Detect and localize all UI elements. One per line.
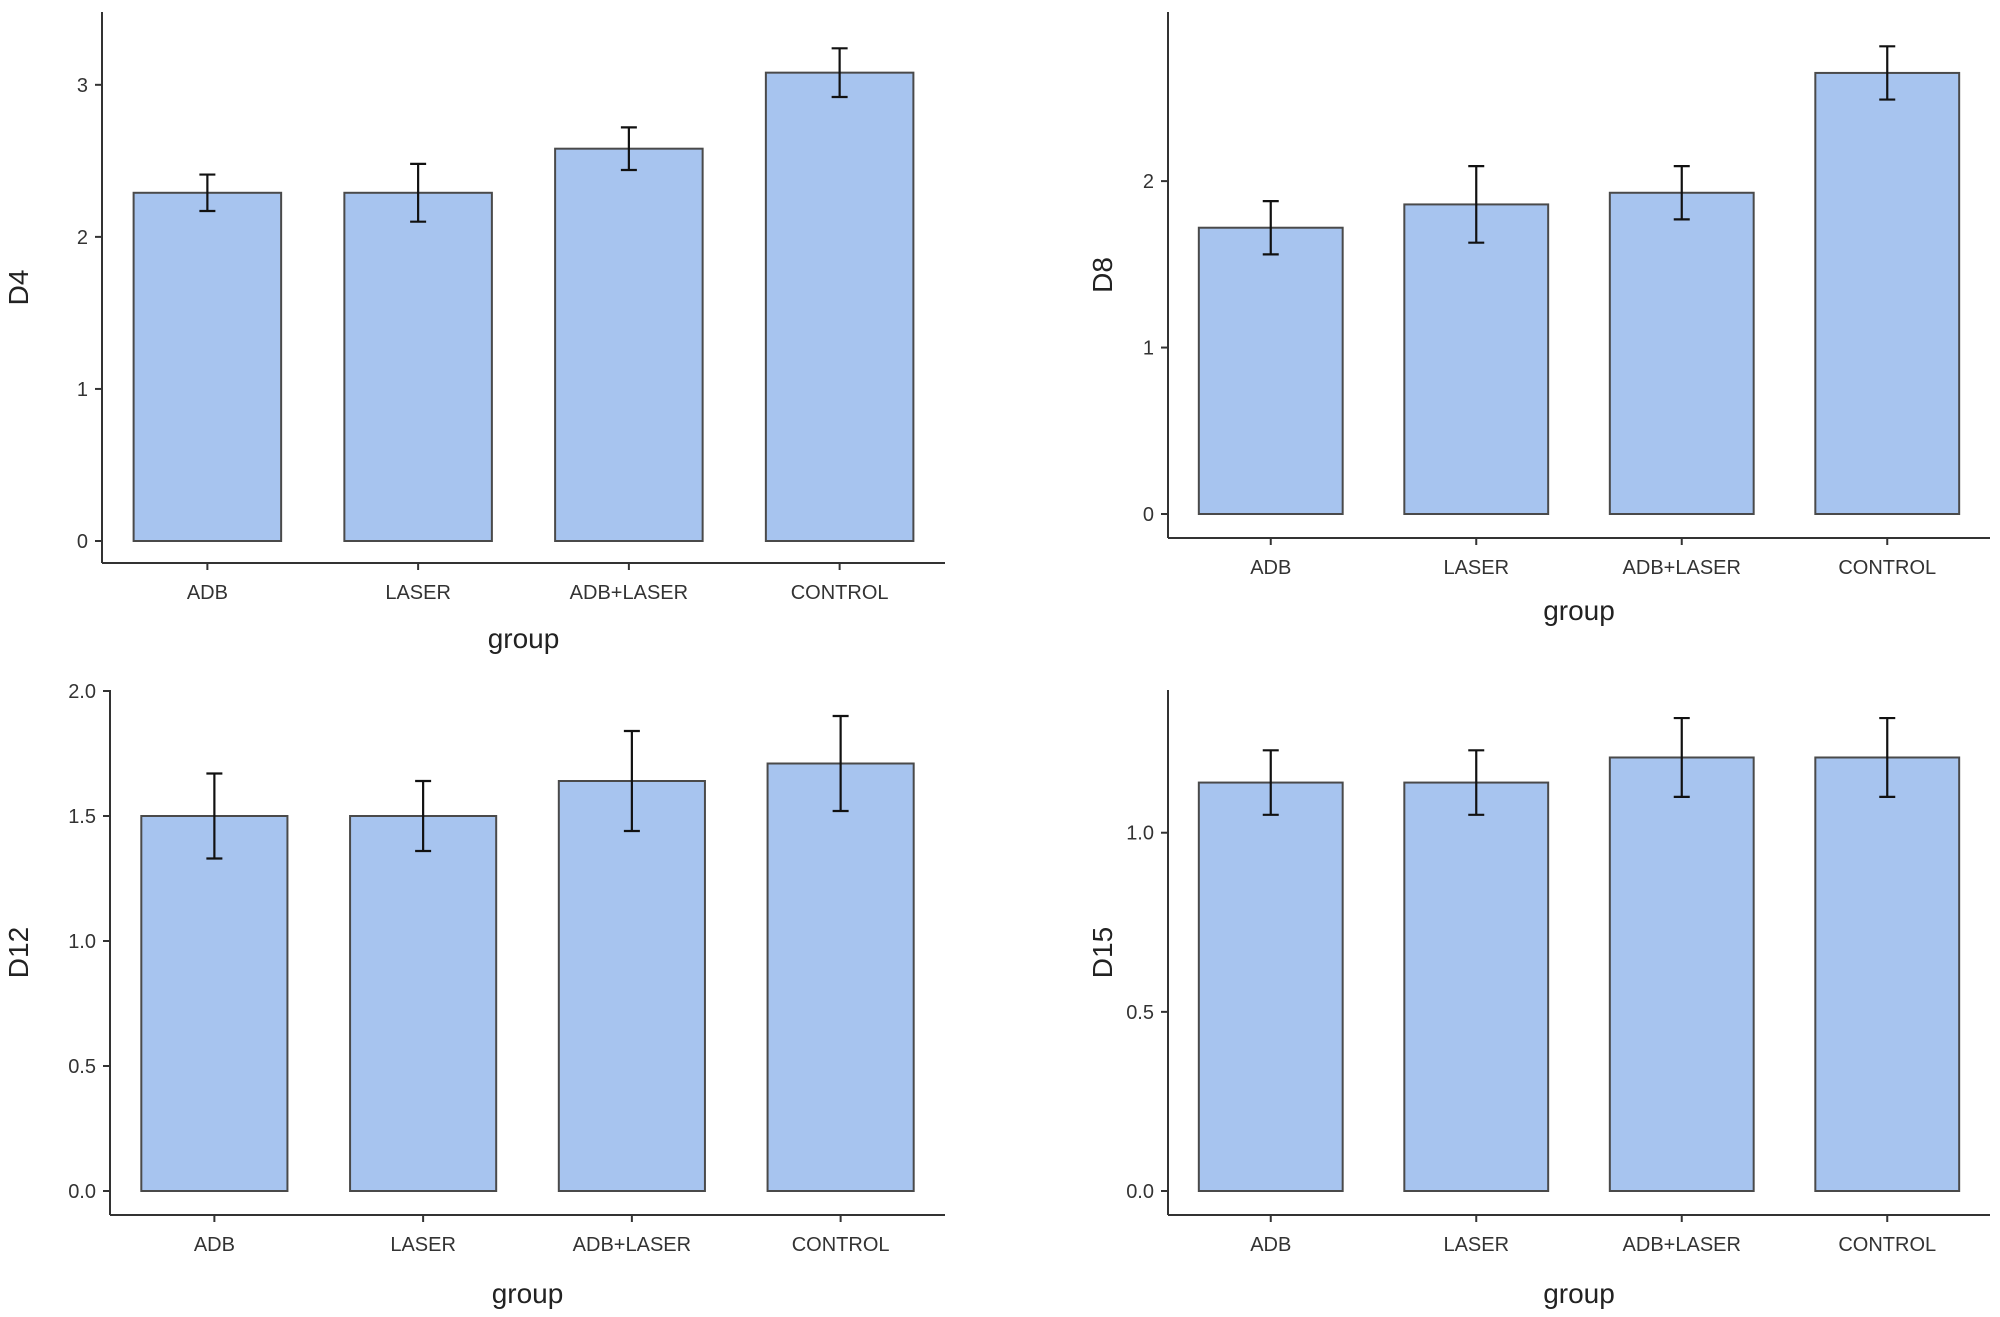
x-tick-label-control: CONTROL bbox=[1838, 557, 1936, 579]
x-tick-label-adb-laser: ADB+LASER bbox=[573, 1234, 691, 1256]
error-bar-control bbox=[832, 714, 849, 813]
bar-chart: 0.0 0.5 1.0 1.5 2.0 ADB LASER ADB+LASER CONTROL g… bbox=[3, 681, 945, 1309]
y-axis-title: D4 bbox=[3, 270, 34, 306]
error-bar-adb bbox=[1262, 199, 1279, 256]
y-tick-label: 2.0 bbox=[68, 681, 96, 703]
x-tick-label-control: CONTROL bbox=[792, 1234, 890, 1256]
y-axis-title: D8 bbox=[1087, 257, 1118, 293]
x-axis-title: group bbox=[488, 623, 560, 654]
x-tick-label-adb: ADB bbox=[1250, 1234, 1291, 1256]
x-axis-title: group bbox=[1543, 595, 1615, 626]
error-bar-adb-laser bbox=[1673, 716, 1690, 798]
y-tick-label: 0.0 bbox=[68, 1181, 96, 1203]
bar-control bbox=[766, 762, 915, 1192]
error-bar-laser bbox=[1468, 165, 1485, 244]
x-tick-label-adb: ADB bbox=[187, 582, 228, 604]
bar-chart: 0.0 0.5 1.0 ADB LASER ADB+LASER CONTROL group D1… bbox=[1087, 690, 1990, 1309]
bar-adb bbox=[140, 815, 289, 1192]
y-axis-title: D15 bbox=[1087, 927, 1118, 978]
error-bar-adb-laser bbox=[1673, 165, 1690, 221]
y-tick-label: 1 bbox=[77, 379, 88, 401]
error-bar-adb bbox=[1262, 749, 1279, 816]
bar-control bbox=[1814, 71, 1961, 516]
y-tick-label: 0 bbox=[1143, 504, 1154, 526]
x-tick-label-adb-laser: ADB+LASER bbox=[1623, 1234, 1741, 1256]
chart-panel-d8: 0 1 2 ADB LASER ADB+LASER CONTROL group D8 bbox=[1060, 0, 2000, 660]
x-tick-label-control: CONTROL bbox=[1838, 1234, 1936, 1256]
y-axis-title: D12 bbox=[3, 927, 34, 978]
y-tick-label: 1.5 bbox=[68, 806, 96, 828]
bar-adb-laser bbox=[557, 780, 706, 1192]
x-tick-label-laser: LASER bbox=[1443, 1234, 1509, 1256]
x-tick-label-laser: LASER bbox=[385, 582, 451, 604]
x-axis-title: group bbox=[492, 1278, 564, 1309]
x-tick-label-adb-laser: ADB+LASER bbox=[1623, 557, 1741, 579]
bar-chart: 0 1 2 3 ADB LASER ADB+LASER CONTROL group D4 bbox=[3, 12, 945, 654]
bar-laser bbox=[1403, 781, 1550, 1192]
x-tick-label-laser: LASER bbox=[390, 1234, 456, 1256]
y-tick-label: 3 bbox=[77, 75, 88, 97]
x-tick-label-adb-laser: ADB+LASER bbox=[570, 582, 688, 604]
chart-panel-d12: 0.0 0.5 1.0 1.5 2.0 ADB LASER ADB+LASER CONTROL g… bbox=[0, 660, 1000, 1317]
bar-adb-laser bbox=[1608, 191, 1755, 515]
y-tick-label: 1.0 bbox=[1126, 823, 1154, 845]
bar-adb-laser bbox=[1608, 756, 1755, 1193]
y-tick-label: 0.5 bbox=[68, 1056, 96, 1078]
error-bar-adb-laser bbox=[620, 126, 637, 172]
error-bar-adb bbox=[199, 173, 216, 213]
bar-adb-laser bbox=[554, 147, 704, 542]
x-tick-label-laser: LASER bbox=[1443, 557, 1509, 579]
bar-laser bbox=[349, 815, 498, 1192]
y-tick-label: 0 bbox=[77, 531, 88, 553]
bar-adb bbox=[1197, 226, 1344, 515]
error-bar-laser bbox=[410, 162, 427, 223]
x-tick-label-adb: ADB bbox=[194, 1234, 235, 1256]
bar-adb bbox=[1197, 781, 1344, 1192]
bar-laser bbox=[1403, 203, 1550, 515]
y-tick-label: 0.0 bbox=[1126, 1181, 1154, 1203]
bar-control bbox=[1814, 756, 1961, 1193]
bar-control bbox=[764, 71, 915, 543]
error-bar-control bbox=[831, 47, 848, 99]
bar-adb bbox=[132, 191, 283, 542]
error-bar-adb bbox=[206, 772, 223, 860]
error-bar-control bbox=[1879, 45, 1896, 101]
y-tick-label: 2 bbox=[77, 227, 88, 249]
x-tick-label-control: CONTROL bbox=[791, 582, 889, 604]
bar-chart: 0 1 2 ADB LASER ADB+LASER CONTROL group D8 bbox=[1087, 12, 1990, 626]
y-tick-label: 1 bbox=[1143, 338, 1154, 360]
error-bar-control bbox=[1879, 716, 1896, 798]
error-bar-adb-laser bbox=[623, 729, 640, 833]
y-tick-label: 0.5 bbox=[1126, 1002, 1154, 1024]
error-bar-laser bbox=[1468, 749, 1485, 816]
y-tick-label: 2 bbox=[1143, 171, 1154, 193]
chart-panel-d4: 0 1 2 3 ADB LASER ADB+LASER CONTROL group D4 bbox=[0, 0, 1000, 660]
chart-panel-d15: 0.0 0.5 1.0 ADB LASER ADB+LASER CONTROL group D1… bbox=[1060, 660, 2000, 1317]
x-tick-label-adb: ADB bbox=[1250, 557, 1291, 579]
error-bar-laser bbox=[415, 779, 432, 853]
bar-laser bbox=[343, 191, 493, 542]
y-tick-label: 1.0 bbox=[68, 931, 96, 953]
x-axis-title: group bbox=[1543, 1278, 1615, 1309]
